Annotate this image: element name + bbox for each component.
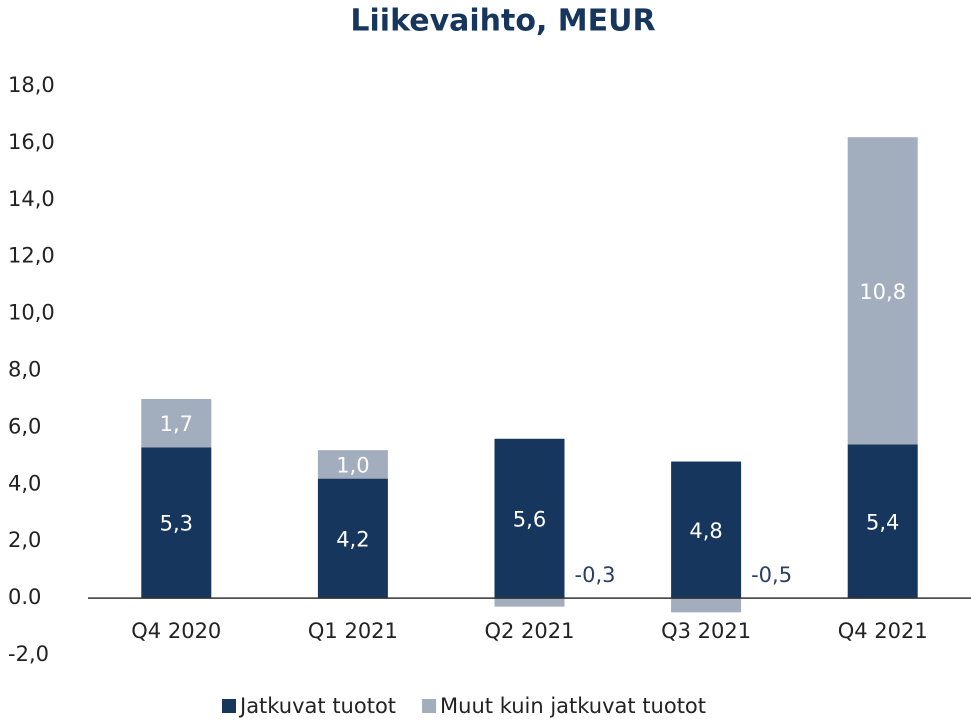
data-label: 10,8 <box>859 280 906 304</box>
x-tick-label: Q4 2021 <box>838 619 928 643</box>
bar-segment <box>141 398 212 448</box>
data-label: 5,4 <box>866 510 899 534</box>
bar-segment <box>671 461 742 599</box>
data-label: 5,6 <box>513 507 546 531</box>
data-label: 4,8 <box>689 519 722 543</box>
y-tick-label: 4,0 <box>8 471 41 495</box>
y-tick-label: 10,0 <box>8 301 55 325</box>
data-label: 5,3 <box>160 512 193 536</box>
bar-segment <box>494 598 565 607</box>
bar-segment <box>847 137 918 445</box>
data-label: 1,7 <box>160 412 193 436</box>
bar-segment <box>317 478 388 599</box>
data-label: -0,3 <box>575 563 616 587</box>
legend-swatch <box>422 699 437 713</box>
bar-segment <box>494 438 565 599</box>
legend-swatch <box>222 699 236 713</box>
x-tick-label: Q3 2021 <box>661 619 751 643</box>
y-tick-label: 0.0 <box>8 585 41 609</box>
y-tick-label: 14,0 <box>8 187 55 211</box>
y-tick-label: 2,0 <box>8 528 41 552</box>
y-tick-label: 16,0 <box>8 130 55 154</box>
bar-segment <box>671 598 742 613</box>
y-tick-label: 18,0 <box>8 73 55 97</box>
legend-label: Muut kuin jatkuvat tuotot <box>440 694 706 718</box>
bar-segment <box>847 444 918 599</box>
bar-segment <box>141 447 212 599</box>
y-tick-label: -2,0 <box>8 642 49 666</box>
chart-title: Liikevaihto, MEUR <box>350 4 655 39</box>
x-tick-label: Q1 2021 <box>308 619 398 643</box>
y-tick-label: 6,0 <box>8 414 41 438</box>
legend-label: Jatkuvat tuotot <box>238 694 396 718</box>
data-label: 1,0 <box>336 453 369 477</box>
x-tick-label: Q2 2021 <box>484 619 574 643</box>
data-label: 4,2 <box>336 527 369 551</box>
x-tick-label: Q4 2020 <box>131 619 221 643</box>
y-tick-label: 12,0 <box>8 244 55 268</box>
y-tick-label: 8,0 <box>8 358 41 382</box>
bar-segment <box>317 450 388 479</box>
data-label: -0,5 <box>751 563 792 587</box>
